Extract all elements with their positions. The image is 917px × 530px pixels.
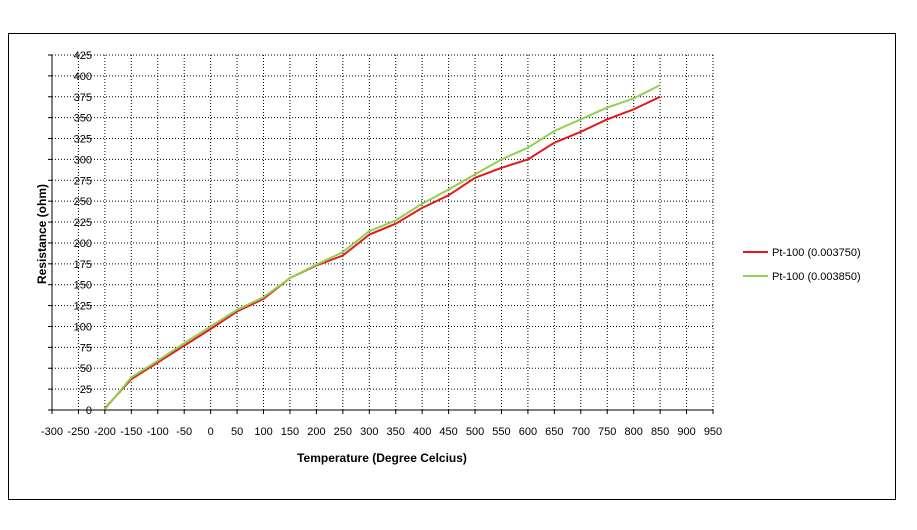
x-tick-label: 150 bbox=[281, 426, 299, 438]
x-tick-label: 300 bbox=[360, 426, 378, 438]
y-tick-label: 175 bbox=[74, 259, 92, 271]
legend-label-2: Pt-100 (0.003850) bbox=[772, 271, 861, 283]
y-tick-labels: 0 25 50 75 100 125 150 175 200 225 250 275 300 325 350… bbox=[74, 50, 92, 417]
y-tick-label: 0 bbox=[86, 405, 92, 417]
chart-frame bbox=[8, 33, 896, 500]
y-tick-label: 400 bbox=[74, 71, 92, 83]
y-tick-label: 350 bbox=[74, 113, 92, 125]
y-tick-label: 25 bbox=[80, 384, 92, 396]
grid bbox=[52, 54, 714, 410]
legend-label-1: Pt-100 (0.003750) bbox=[772, 247, 861, 259]
x-tick-labels: -300 -250 -200 -150 -100 -50 0 50 100 150 200 250 30… bbox=[41, 426, 722, 438]
y-tick-label: 300 bbox=[74, 154, 92, 166]
x-tick-label: 200 bbox=[307, 426, 325, 438]
x-tick-label: 450 bbox=[439, 426, 457, 438]
y-tick-label: 100 bbox=[74, 321, 92, 333]
series-lines bbox=[104, 84, 661, 410]
x-tick-label: 600 bbox=[519, 426, 537, 438]
y-tick-label: 150 bbox=[74, 280, 92, 292]
legend: Pt-100 (0.003750) Pt-100 (0.003850) bbox=[743, 247, 861, 283]
y-tick-label: 225 bbox=[74, 217, 92, 229]
y-tick-label: 325 bbox=[74, 134, 92, 146]
x-tick-label: 250 bbox=[334, 426, 352, 438]
x-tick-label: 800 bbox=[625, 426, 643, 438]
x-axis-title: Temperature (Degree Celcius) bbox=[297, 451, 467, 465]
y-tick-label: 125 bbox=[74, 301, 92, 313]
x-tick-label: 100 bbox=[254, 426, 272, 438]
x-tick-label: -150 bbox=[120, 426, 142, 438]
x-tick-label: 700 bbox=[572, 426, 590, 438]
y-tick-label: 250 bbox=[74, 196, 92, 208]
series-line-2 bbox=[104, 84, 661, 410]
x-tick-label: 900 bbox=[677, 426, 695, 438]
x-tick-label: 400 bbox=[413, 426, 431, 438]
y-tick-label: 200 bbox=[74, 238, 92, 250]
x-tick-label: 950 bbox=[704, 426, 722, 438]
y-tick-label: 275 bbox=[74, 175, 92, 187]
y-tick-label: 425 bbox=[74, 50, 92, 62]
y-tick-label: 375 bbox=[74, 92, 92, 104]
x-tick-label: 350 bbox=[387, 426, 405, 438]
axes bbox=[48, 54, 714, 414]
x-tick-label: 650 bbox=[545, 426, 563, 438]
x-tick-label: -300 bbox=[41, 426, 63, 438]
y-tick-label: 75 bbox=[80, 342, 92, 354]
y-axis-title: Resistance (ohm) bbox=[35, 184, 49, 284]
x-tick-label: 850 bbox=[651, 426, 669, 438]
x-tick-label: -250 bbox=[67, 426, 89, 438]
x-tick-label: -50 bbox=[176, 426, 192, 438]
x-tick-label: 0 bbox=[208, 426, 214, 438]
x-tick-label: 750 bbox=[598, 426, 616, 438]
x-tick-label: -200 bbox=[94, 426, 116, 438]
x-tick-label: 550 bbox=[492, 426, 510, 438]
x-tick-label: 50 bbox=[231, 426, 243, 438]
x-tick-label: -100 bbox=[147, 426, 169, 438]
series-line-1 bbox=[104, 95, 661, 409]
y-tick-label: 50 bbox=[80, 363, 92, 375]
x-tick-label: 500 bbox=[466, 426, 484, 438]
